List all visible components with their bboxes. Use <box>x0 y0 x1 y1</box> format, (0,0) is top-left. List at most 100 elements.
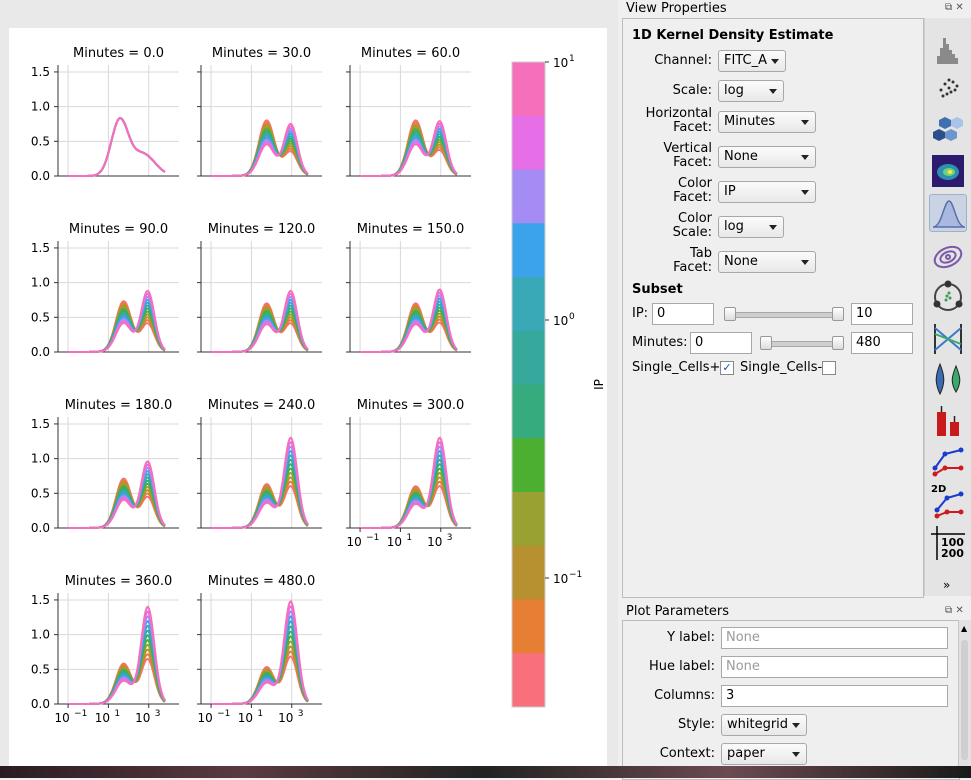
x-tick-exponent: 1 <box>114 709 120 719</box>
stats-1d-icon[interactable] <box>929 442 967 480</box>
x-tick-exponent: −1 <box>366 533 379 543</box>
bar-chart-icon[interactable] <box>929 402 967 440</box>
facet-title: Minutes = 30.0 <box>212 46 311 61</box>
facet-title: Minutes = 90.0 <box>69 222 168 237</box>
colorbar-segment <box>512 277 545 332</box>
facet-title: Minutes = 240.0 <box>208 398 316 413</box>
y-tick-label: 0.5 <box>31 486 50 500</box>
y-tick-label: 0.0 <box>31 697 50 711</box>
hue-label-field[interactable]: None <box>721 656 948 678</box>
scatterplot-icon[interactable] <box>929 70 967 108</box>
plot-parameters-title: Plot Parameters <box>626 604 730 619</box>
radviz-icon[interactable] <box>929 278 967 316</box>
single-cells-minus-checkbox[interactable] <box>822 361 836 375</box>
kde-series-line <box>68 605 166 705</box>
vertical-facet-combo[interactable]: None <box>718 146 816 168</box>
facet-panel: Minutes = 360.0 0.0 0.5 1.0 1.5 10 −1 10 1 10 3 <box>31 574 179 725</box>
y-tick-label: 0.0 <box>31 345 50 359</box>
y-tick-label: 1.0 <box>31 276 50 290</box>
stats-2d-icon[interactable]: 2D <box>929 482 967 520</box>
columns-field[interactable]: 3 <box>721 685 948 707</box>
chevron-down-icon <box>801 120 809 125</box>
kde-series-line <box>68 117 166 177</box>
density-2d-icon[interactable] <box>929 152 967 190</box>
facet-panel: Minutes = 480.0 10 −1 10 1 10 3 <box>197 574 322 725</box>
toolbar-more-button[interactable]: » <box>943 578 951 592</box>
y-tick-label: 1.0 <box>31 100 50 114</box>
horizontal-facet-combo[interactable]: Minutes <box>718 111 816 133</box>
channel-combo[interactable]: FITC_A <box>718 50 786 72</box>
violin-icon[interactable] <box>929 360 967 398</box>
chevron-down-icon <box>769 225 777 230</box>
color-facet-combo[interactable]: IP <box>718 181 816 203</box>
hexbin-icon[interactable] <box>929 110 967 148</box>
colorbar-segment <box>512 545 545 600</box>
y-tick-label: 0.5 <box>31 134 50 148</box>
y-tick-label: 0.0 <box>31 169 50 183</box>
colorbar-segment <box>512 438 545 493</box>
colorbar-tick-label: 10 <box>553 572 568 586</box>
minutes-slider-high-handle[interactable] <box>832 336 844 350</box>
ip-slider-high-handle[interactable] <box>832 307 844 321</box>
ip-slider[interactable] <box>726 312 842 318</box>
x-tick-label: 10 <box>387 535 402 549</box>
style-label: Style: <box>677 717 715 732</box>
y-tick-label: 1.0 <box>31 452 50 466</box>
facet-panel: Minutes = 90.0 0.0 0.5 1.0 1.5 <box>31 222 179 359</box>
kde-series-line <box>211 436 309 529</box>
kde-series-line <box>68 117 166 177</box>
hue-label-label: Hue label: <box>649 659 715 674</box>
ip-max-field[interactable]: 10 <box>851 303 913 325</box>
y-label-label: Y label: <box>667 630 715 645</box>
y-tick-label: 1.0 <box>31 628 50 642</box>
facet-title: Minutes = 300.0 <box>357 398 465 413</box>
kde-1d-icon[interactable] <box>929 194 967 232</box>
plot-parameters-scrollbar[interactable]: ▲ <box>958 620 971 778</box>
contour-icon[interactable] <box>929 238 967 276</box>
plot-dock-float-close-buttons[interactable]: ⧉ ✕ <box>945 605 964 616</box>
histogram-icon[interactable] <box>929 30 967 68</box>
colorbar-segment <box>512 330 545 385</box>
chevron-down-icon <box>801 260 809 265</box>
facet-title: Minutes = 180.0 <box>65 398 173 413</box>
parallel-coords-icon[interactable] <box>929 320 967 358</box>
ip-min-field[interactable]: 0 <box>652 303 714 325</box>
dock-float-close-buttons[interactable]: ⧉ ✕ <box>945 2 964 13</box>
y-tick-label: 0.5 <box>31 310 50 324</box>
minutes-min-field[interactable]: 0 <box>690 332 752 354</box>
desktop-background-strip <box>0 766 971 778</box>
minutes-slider[interactable] <box>762 341 842 347</box>
facet-panel: Minutes = 150.0 <box>346 222 471 353</box>
scale-label: Scale: <box>672 83 712 98</box>
table-view-icon[interactable]: 100 200 <box>929 524 967 562</box>
color-scale-combo[interactable]: log <box>718 216 784 238</box>
style-combo[interactable]: whitegrid <box>721 714 807 736</box>
y-tick-label: 0.0 <box>31 521 50 535</box>
ip-slider-low-handle[interactable] <box>724 307 736 321</box>
ip-label: IP: <box>632 306 649 321</box>
scale-combo[interactable]: log <box>718 80 784 102</box>
facet-panel: Minutes = 60.0 <box>346 46 471 177</box>
plot-area: Minutes = 0.0 0.0 0.5 1.0 1.5 Minutes = 30.0 M… <box>9 28 607 766</box>
tab-facet-combo[interactable]: None <box>718 251 816 273</box>
y-tick-label: 1.5 <box>31 241 50 255</box>
facet-title: Minutes = 60.0 <box>361 46 460 61</box>
minutes-slider-low-handle[interactable] <box>760 336 772 350</box>
single-cells-plus-checkbox[interactable]: ✓ <box>720 361 734 375</box>
context-combo[interactable]: paper <box>721 743 807 765</box>
colorbar-segment <box>512 492 545 547</box>
minutes-max-field[interactable]: 480 <box>851 332 913 354</box>
x-tick-label: 10 <box>346 535 361 549</box>
kde-series-line <box>68 117 166 177</box>
table-text-top: 100 <box>941 536 964 549</box>
x-tick-exponent: 1 <box>406 533 412 543</box>
y-label-field[interactable]: None <box>721 627 948 649</box>
color-facet-label: Color Facet: <box>673 176 712 205</box>
style-value: whitegrid <box>727 717 789 732</box>
kde-series-line <box>360 119 458 177</box>
facet-title: Minutes = 360.0 <box>65 574 173 589</box>
kde-series-line <box>211 122 309 177</box>
colorbar-border <box>511 61 546 708</box>
kde-facet-chart: Minutes = 0.0 0.0 0.5 1.0 1.5 Minutes = 30.0 M… <box>31 46 606 725</box>
